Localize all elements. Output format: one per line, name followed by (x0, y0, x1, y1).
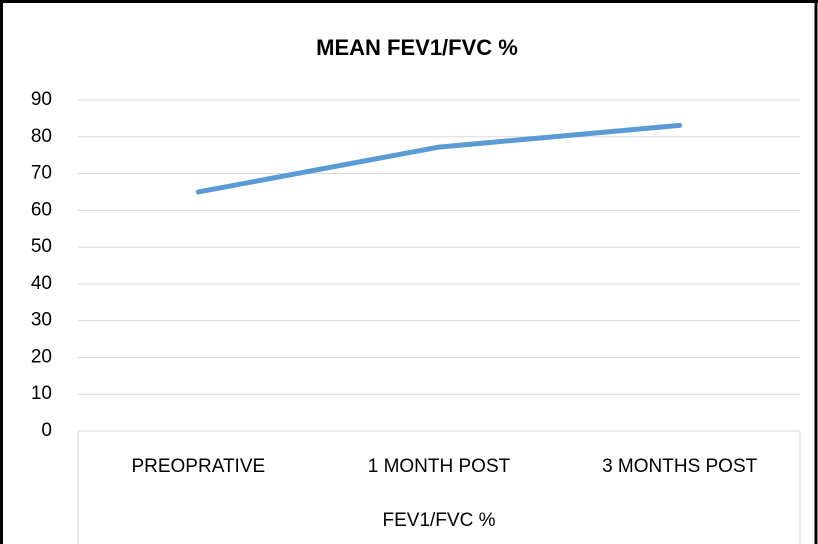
y-tick-label: 70 (31, 163, 52, 184)
y-tick-label: 20 (31, 346, 52, 367)
y-tick-label: 40 (31, 273, 52, 294)
line-series (195, 122, 683, 195)
y-tick-label: 30 (31, 310, 52, 331)
y-tick-label: 80 (31, 126, 52, 147)
y-tick-label: 10 (31, 383, 52, 404)
x-tick-label: PREOPRATIVE (131, 456, 265, 477)
x-tick-label: 3 MONTHS POST (602, 456, 758, 477)
y-tick-label: 60 (31, 199, 52, 220)
chart-title: MEAN FEV1/FVC % (316, 35, 518, 60)
x-axis-title: FEV1/FVC % (383, 510, 496, 531)
y-tick-label: 50 (31, 236, 52, 257)
y-tick-label: 90 (31, 89, 52, 110)
y-tick-label: 0 (41, 420, 52, 441)
x-tick-label: 1 MONTH POST (368, 456, 511, 477)
